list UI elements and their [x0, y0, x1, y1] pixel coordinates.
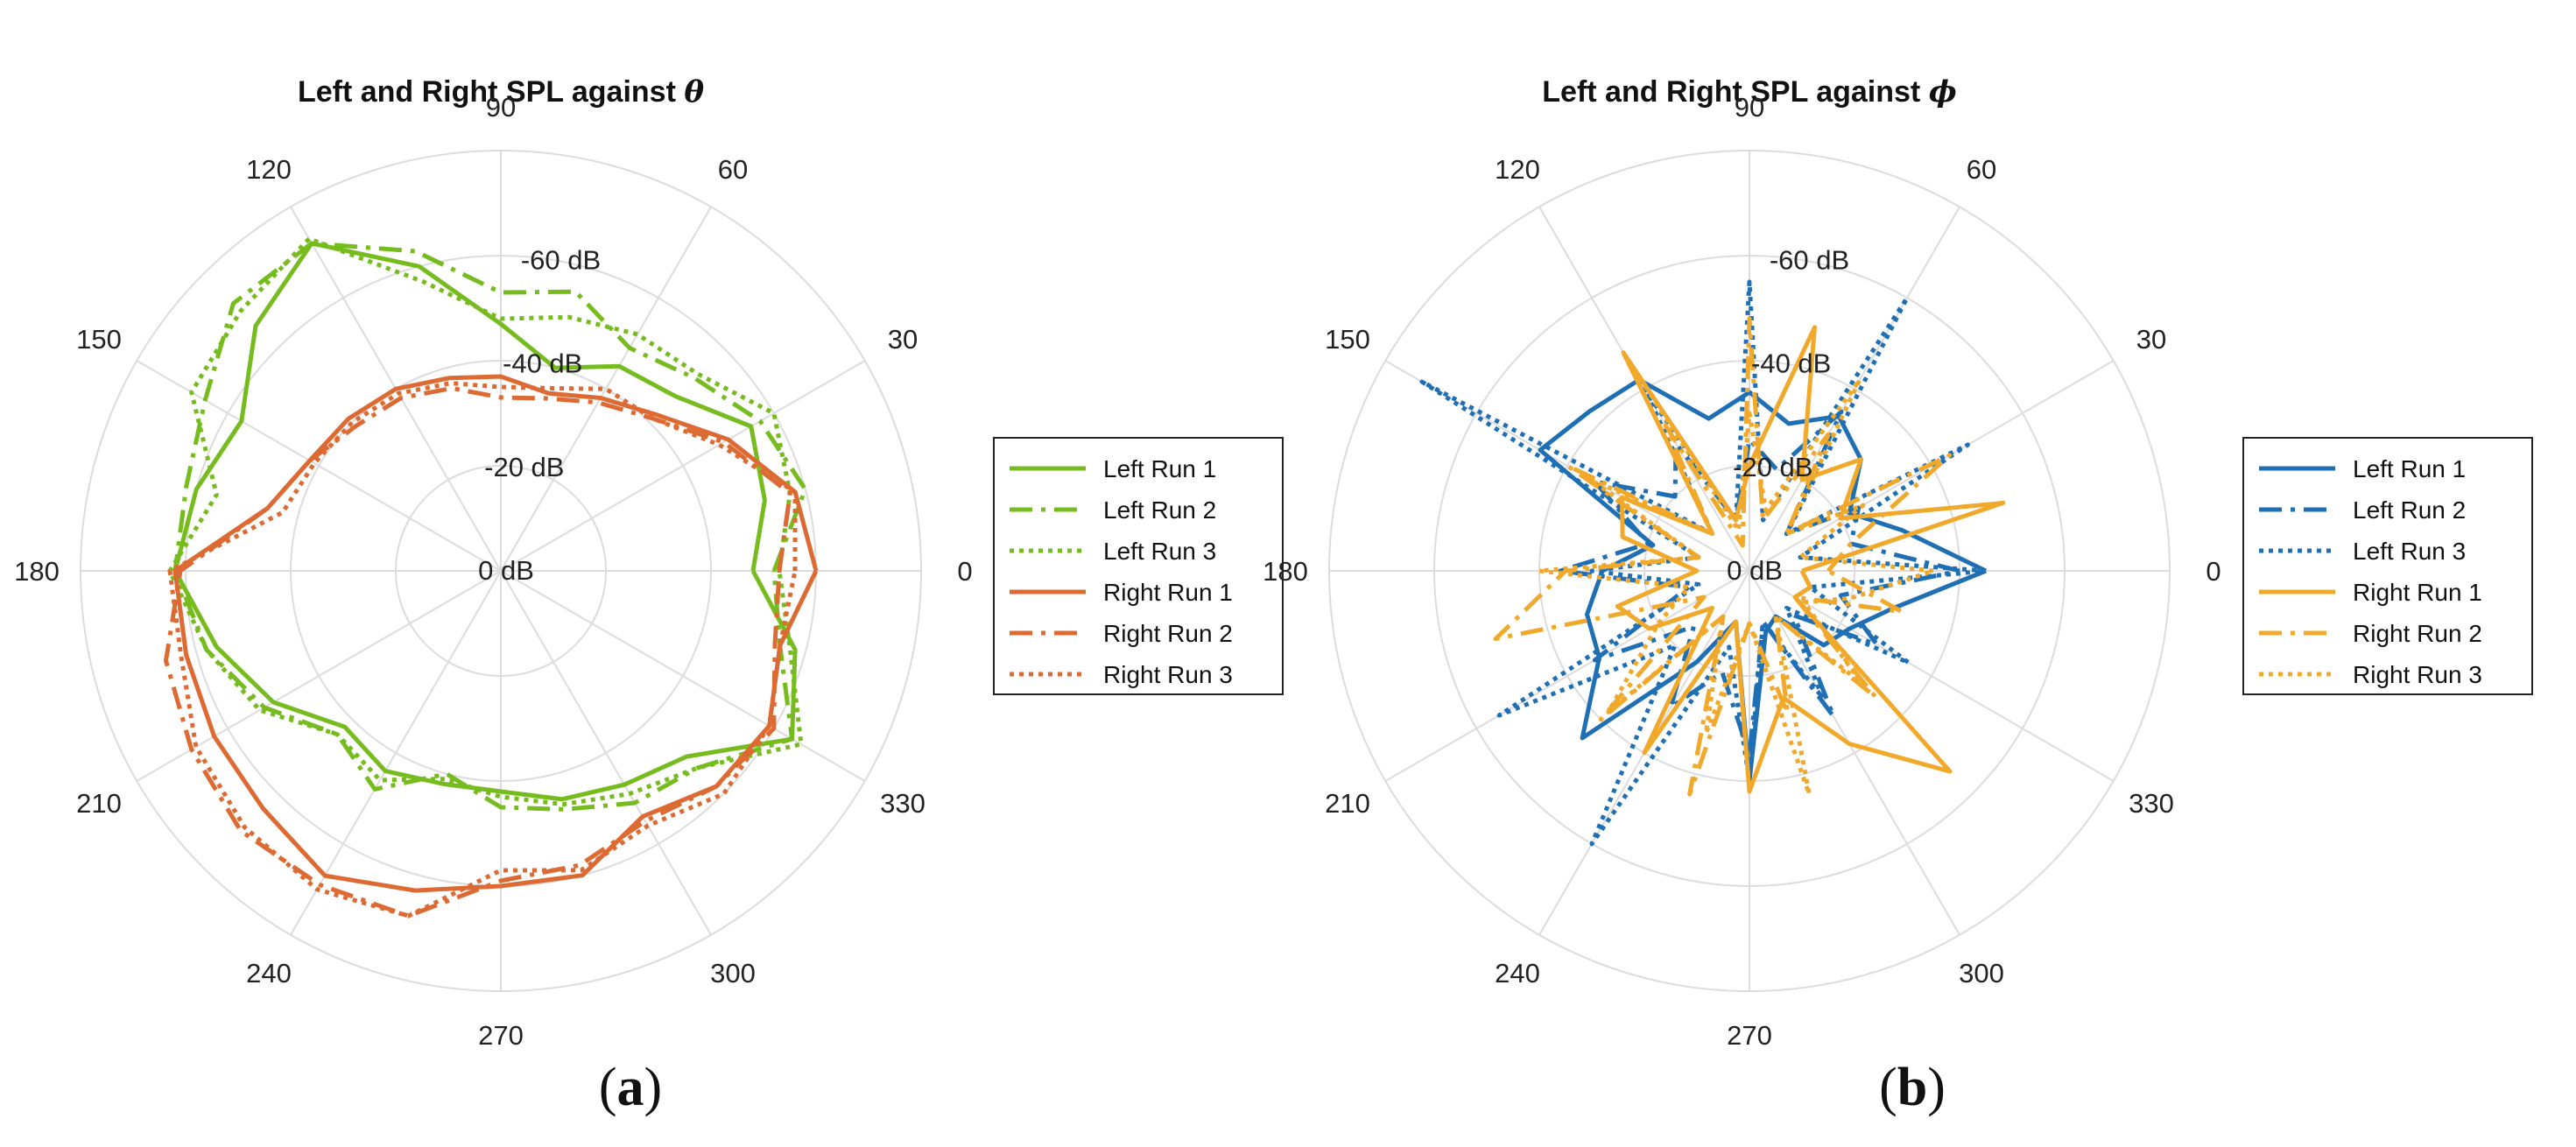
radial-tick-label-3-phi: -40 dB: [1751, 348, 1831, 379]
polar-grid-theta: [80, 150, 922, 992]
grid-spoke-240-theta: [290, 570, 502, 936]
series-line-right-run-2-phi: [1493, 316, 1953, 797]
radial-tick-labels-phi: 0 dB -20 dB -40 dB -60 dB: [1727, 245, 1849, 587]
series-line-left-run-2-theta: [172, 241, 808, 812]
grid-spoke-330-phi: [1749, 570, 2115, 782]
legend-label-left-run-2-theta: Left Run 2: [1103, 496, 1216, 524]
series-layer-theta: [164, 236, 819, 918]
chart-title-phi: Left and Right SPL against ϕ: [1542, 74, 1956, 109]
series-line-right-run-2-theta: [164, 385, 792, 918]
series-line-left-run-3-phi: [1419, 279, 1987, 847]
angle-tick-label-60-phi: 60: [1967, 154, 1996, 185]
radial-tick-label-4-theta: -60 dB: [521, 245, 601, 276]
angle-tick-label-330-theta: 330: [880, 788, 926, 819]
angle-tick-label-180-theta: 180: [14, 556, 60, 587]
legend-label-right-run-3-phi: Right Run 3: [2353, 661, 2482, 688]
legend-theta: Left Run 1 Left Run 2 Left Run 3 Right Run …: [993, 437, 1284, 695]
legend-label-right-run-2-theta: Right Run 2: [1103, 620, 1233, 647]
angle-tick-label-270-theta: 270: [478, 1020, 524, 1051]
series-line-right-run-1-phi: [1615, 325, 2006, 794]
angle-tick-label-240-phi: 240: [1495, 958, 1540, 989]
angle-tick-label-300-phi: 300: [1959, 958, 2004, 989]
angle-tick-label-270-phi: 270: [1727, 1020, 1772, 1051]
grid-spoke-300-phi: [1749, 570, 1960, 936]
series-line-left-run-2-phi: [1558, 409, 1960, 757]
caption-a: (a): [599, 1058, 662, 1117]
legend-box-theta: [993, 437, 1284, 695]
series-line-left-run-3-theta: [167, 236, 804, 807]
angle-tick-labels-theta: 0 30 60 90 120 150 180 210 240 270 300 330: [14, 92, 972, 1051]
legend-label-left-run-3-phi: Left Run 3: [2353, 538, 2466, 565]
radial-tick-labels-theta: 0 dB -20 dB -40 dB -60 dB: [478, 245, 601, 587]
grid-spoke-210-phi: [1384, 570, 1750, 782]
legend-phi: Left Run 1 Left Run 2 Left Run 3 Right Run …: [2242, 437, 2533, 695]
polar-grid-phi: [1328, 150, 2171, 992]
angle-tick-label-30-phi: 30: [2136, 324, 2166, 355]
grid-spoke-300-theta: [500, 570, 712, 936]
radial-tick-label-3-theta: -40 dB: [503, 348, 582, 379]
radial-tick-label-4-phi: -60 dB: [1770, 245, 1849, 276]
series-line-left-run-1-theta: [172, 241, 798, 802]
angle-tick-label-300-theta: 300: [710, 958, 756, 989]
legend-label-left-run-3-theta: Left Run 3: [1103, 538, 1216, 565]
legend-label-left-run-1-phi: Left Run 1: [2353, 455, 2466, 482]
grid-spoke-30-theta: [500, 360, 866, 572]
angle-tick-label-30-theta: 30: [888, 324, 918, 355]
grid-spoke-60-phi: [1749, 206, 1960, 572]
angle-tick-labels-phi: 0 30 60 90 120 150 180 210 240 270 300 330: [1263, 92, 2221, 1051]
grid-spoke-150-theta: [136, 360, 502, 572]
caption-b: (b): [1879, 1058, 1946, 1117]
radial-tick-label-2-theta: -20 dB: [484, 452, 564, 482]
angle-tick-label-90-phi: 90: [1735, 92, 1764, 123]
legend-label-right-run-2-phi: Right Run 2: [2353, 620, 2482, 647]
series-line-right-run-3-theta: [167, 381, 798, 918]
chart-title-theta: Left and Right SPL against θ: [298, 74, 704, 109]
angle-tick-label-180-phi: 180: [1263, 556, 1308, 587]
series-layer-phi: [1419, 279, 2006, 847]
legend-label-right-run-1-theta: Right Run 1: [1103, 579, 1233, 606]
polar-chart-phi: Left and Right SPL against ϕ 0 30 60 90 120 1…: [1263, 74, 2533, 1117]
angle-tick-label-150-phi: 150: [1325, 324, 1370, 355]
legend-label-right-run-3-theta: Right Run 3: [1103, 661, 1233, 688]
angle-tick-label-210-phi: 210: [1325, 788, 1370, 819]
angle-tick-label-240-theta: 240: [246, 958, 292, 989]
grid-spoke-330-theta: [500, 570, 866, 782]
legend-label-right-run-1-phi: Right Run 1: [2353, 579, 2482, 606]
radial-tick-label-2-phi: -20 dB: [1733, 452, 1812, 482]
angle-tick-label-210-theta: 210: [76, 788, 122, 819]
angle-tick-label-0-phi: 0: [2206, 556, 2221, 587]
radial-tick-label-1-phi: 0 dB: [1727, 555, 1783, 586]
angle-tick-label-0-theta: 0: [957, 556, 972, 587]
grid-spoke-60-theta: [500, 206, 712, 572]
angle-tick-label-60-theta: 60: [718, 154, 748, 185]
legend-label-left-run-2-phi: Left Run 2: [2353, 496, 2466, 524]
legend-box-phi: [2242, 437, 2533, 695]
angle-tick-label-330-phi: 330: [2129, 788, 2174, 819]
radial-tick-label-1-theta: 0 dB: [478, 555, 534, 586]
angle-tick-label-150-theta: 150: [76, 324, 122, 355]
polar-chart-theta: Left and Right SPL against θ 0 30 60 90 120 1…: [14, 74, 1284, 1117]
angle-tick-label-90-theta: 90: [486, 92, 516, 123]
legend-label-left-run-1-theta: Left Run 1: [1103, 455, 1216, 482]
angle-tick-label-120-phi: 120: [1495, 154, 1540, 185]
angle-tick-label-120-theta: 120: [246, 154, 292, 185]
series-line-right-run-1-theta: [172, 374, 819, 893]
